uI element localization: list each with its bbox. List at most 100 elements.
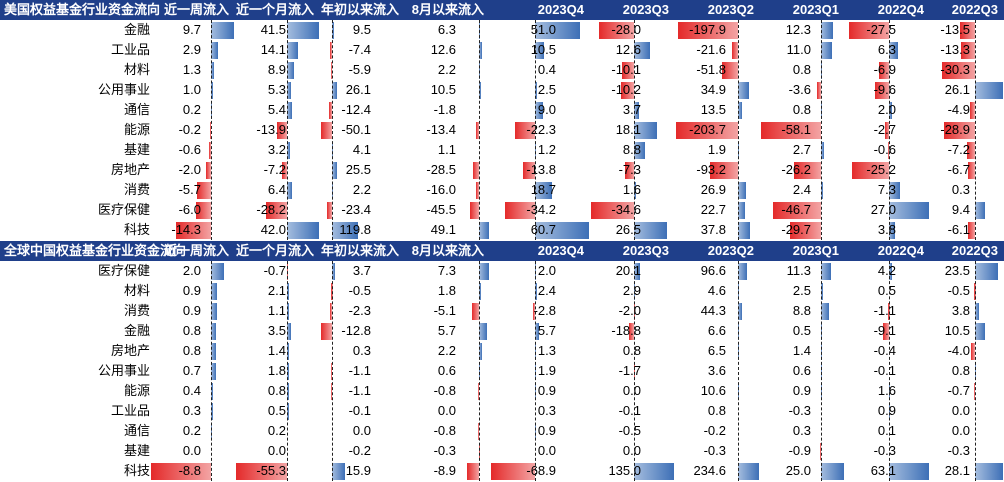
data-label: -0.7 — [947, 383, 970, 398]
data-label: -2.8 — [533, 303, 556, 318]
data-label: -50.1 — [341, 122, 371, 137]
data-bar — [974, 382, 976, 400]
data-label: 8.8 — [792, 303, 811, 318]
data-bar — [851, 161, 890, 179]
data-label: 60.7 — [530, 222, 556, 237]
column-header: 2023Q2 — [707, 243, 754, 258]
data-label: -0.8 — [433, 423, 456, 438]
data-label: 9.4 — [951, 202, 970, 217]
data-label: 26.1 — [345, 82, 371, 97]
data-bar — [591, 201, 635, 219]
data-label: 2.2 — [352, 182, 371, 197]
column-header: 近一个月流入 — [235, 243, 314, 258]
data-bar — [287, 342, 289, 360]
data-bar — [287, 402, 289, 420]
data-label: 135.0 — [608, 463, 641, 478]
data-label: 0.0 — [437, 403, 456, 418]
table-header: 全球中国权益基金行业资金流向 近一周流入 近一个月流入 年初以来流入 8月以来流入 202… — [0, 241, 1004, 261]
data-label: 0.3 — [792, 423, 811, 438]
data-label: -1.7 — [618, 363, 641, 378]
zero-axis-line — [889, 20, 890, 240]
data-label: 28.1 — [944, 463, 970, 478]
data-bar — [477, 382, 480, 400]
table-title: 美国权益基金行业资金流向 — [4, 2, 161, 17]
data-label: 26.1 — [944, 82, 970, 97]
data-bar — [738, 462, 759, 480]
data-bar — [889, 201, 929, 219]
zero-axis-line — [479, 261, 480, 481]
data-bar — [969, 101, 975, 119]
zero-axis-line — [332, 20, 333, 240]
data-bar — [287, 382, 289, 400]
data-label: 234.6 — [693, 463, 726, 478]
row-label: 能源 — [123, 383, 150, 398]
data-label: 10.6 — [700, 383, 726, 398]
data-label: -0.7 — [263, 263, 286, 278]
data-bar — [535, 322, 539, 340]
data-label: 13.5 — [700, 102, 726, 117]
data-label: 2.2 — [437, 62, 456, 77]
data-label: 0.0 — [951, 423, 970, 438]
zero-axis-line — [211, 20, 212, 240]
data-bar — [479, 322, 487, 340]
data-bar — [628, 322, 635, 340]
data-label: -5.1 — [433, 303, 456, 318]
data-bar — [820, 141, 824, 159]
data-label: 4.6 — [707, 283, 726, 298]
data-label: -8.9 — [433, 463, 456, 478]
data-bar — [738, 101, 743, 119]
data-label: -4.0 — [947, 343, 970, 358]
data-label: 18.7 — [530, 182, 556, 197]
data-label: 0.0 — [622, 443, 641, 458]
data-label: -1.1 — [348, 363, 371, 378]
data-label: 2.0 — [537, 263, 556, 278]
data-label: 0.2 — [182, 423, 201, 438]
data-label: 0.9 — [182, 303, 201, 318]
data-bar — [287, 282, 290, 300]
fund-flow-table-2: 全球中国权益基金行业资金流向 近一周流入 近一个月流入 年初以来流入 8月以来流入 202… — [0, 241, 1004, 481]
column-header: 2022Q3 — [951, 243, 998, 258]
data-label: 15.9 — [345, 463, 371, 478]
data-label: 5.7 — [437, 323, 456, 338]
data-bar — [761, 121, 821, 139]
zero-axis-line — [287, 20, 288, 240]
data-label: 2.1 — [267, 283, 286, 298]
data-bar — [634, 181, 637, 199]
data-label: 0.2 — [267, 423, 286, 438]
data-label: 0.6 — [792, 363, 811, 378]
data-bar — [634, 462, 674, 480]
data-label: -0.5 — [348, 283, 371, 298]
data-label: 0.4 — [537, 62, 556, 77]
data-label: 0.3 — [537, 403, 556, 418]
data-label: 9.5 — [352, 22, 371, 37]
data-label: 5.7 — [537, 323, 556, 338]
data-label: 51.0 — [530, 22, 556, 37]
data-bar — [330, 362, 333, 380]
data-bar — [535, 221, 589, 239]
data-label: 0.8 — [792, 102, 811, 117]
column-header: 年初以来流入 — [320, 243, 399, 258]
data-bar — [479, 282, 482, 300]
data-bar — [533, 302, 536, 320]
data-bar — [974, 262, 999, 280]
data-bar — [469, 201, 480, 219]
data-label: 0.3 — [182, 403, 201, 418]
column-header: 年初以来流入 — [320, 2, 399, 17]
data-bar — [738, 262, 747, 280]
row-label: 通信 — [123, 423, 150, 438]
data-bar — [331, 81, 338, 99]
row-label: 金融 — [123, 22, 150, 37]
zero-axis-line — [975, 261, 976, 481]
data-label: -0.8 — [433, 383, 456, 398]
zero-axis-line — [287, 261, 288, 481]
data-label: -28.9 — [940, 122, 970, 137]
data-bar — [878, 61, 890, 79]
data-bar — [974, 81, 1003, 99]
zero-axis-line — [634, 261, 635, 481]
data-bar — [535, 101, 544, 119]
data-bar — [967, 161, 975, 179]
data-label: 44.3 — [700, 303, 726, 318]
data-bar — [790, 221, 821, 239]
data-label: -13.5 — [940, 22, 970, 37]
data-bar — [709, 161, 739, 179]
